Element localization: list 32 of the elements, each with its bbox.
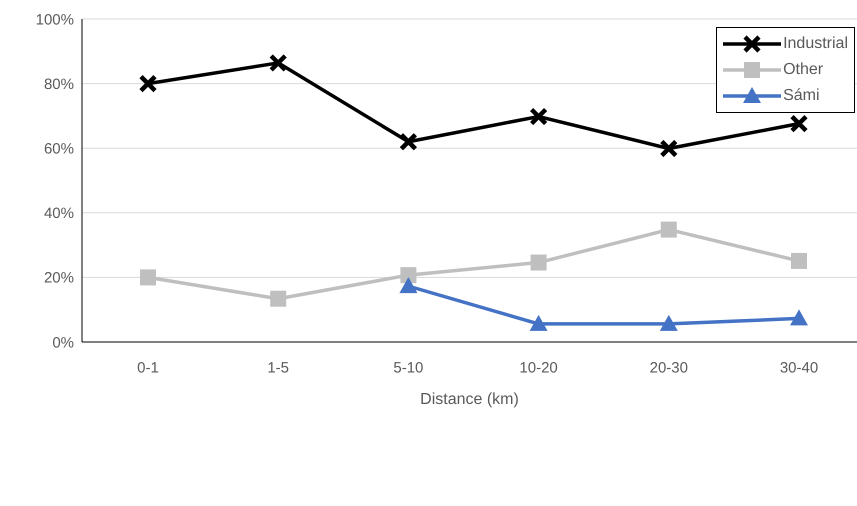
point [790,114,808,133]
legend-label: Industrial [783,35,848,53]
point [270,290,286,307]
point [140,269,156,286]
point [400,267,416,284]
y-tick-label: 80% [44,76,74,93]
point [660,314,678,331]
x-tick-label: 1-5 [267,360,290,377]
y-tick-label: 60% [44,140,74,158]
point [530,314,548,331]
y-tick-label: 100% [36,11,74,28]
point [399,132,418,151]
point [791,252,807,269]
point [138,74,158,93]
point [268,54,288,72]
x-tick-label: 20-30 [650,360,688,377]
point [660,139,678,158]
x-tick-label: 30-40 [780,360,818,377]
legend-label: Other [783,61,824,79]
point [529,107,548,126]
point [660,222,677,238]
point [530,254,547,271]
x-tick-label: 0-1 [137,360,159,377]
point [399,277,418,294]
y-tick-label: 0% [52,334,74,352]
y-tick-label: 20% [44,270,74,287]
legend-label: Sámi [783,87,820,105]
x-axis-title: Distance (km) [420,391,519,408]
x-tick-label: 10-20 [519,360,558,377]
x-tick-label: 5-10 [393,360,424,377]
point [790,309,808,326]
y-tick-label: 40% [44,205,74,222]
